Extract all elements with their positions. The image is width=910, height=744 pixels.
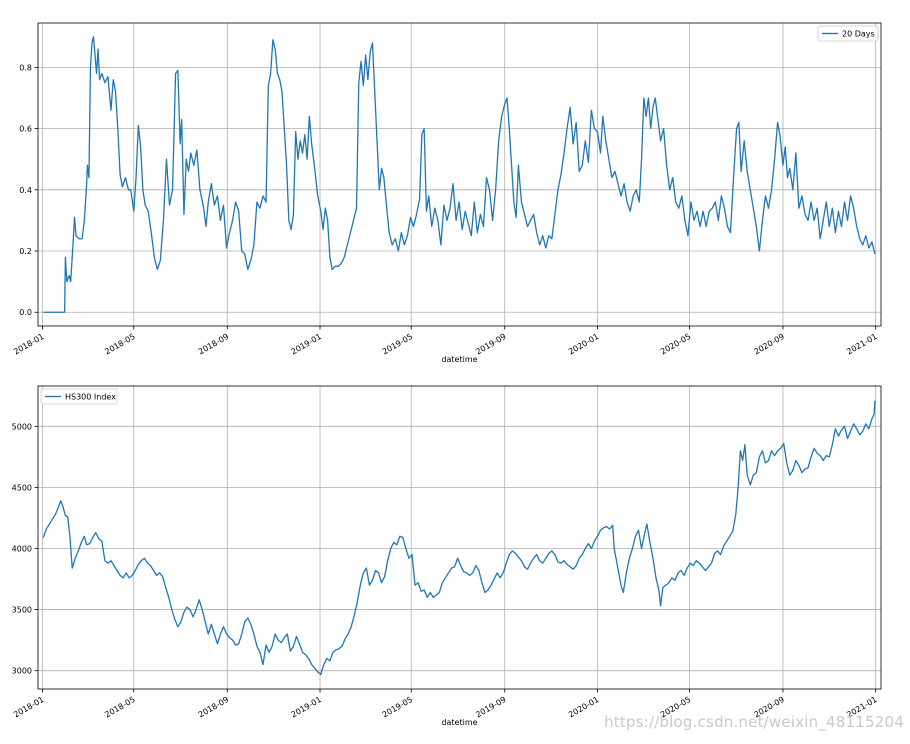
y-tick-label: 3000 (12, 667, 32, 676)
y-tick-label: 0.6 (19, 125, 32, 134)
grid-bottom (38, 386, 881, 689)
y-tick-label: 3500 (12, 606, 32, 615)
y-tick-label: 0.2 (19, 247, 32, 256)
x-axis-label-bottom: datetime (441, 718, 477, 727)
y-tick-label: 0.8 (19, 63, 32, 72)
y-tick-label: 0.0 (19, 308, 32, 317)
axes-frame-top (37, 22, 882, 327)
legend-box (40, 388, 118, 405)
legend-label: HS300 Index (65, 393, 116, 402)
grid-top (38, 23, 881, 326)
legend-box (817, 25, 879, 42)
line-bottom (42, 400, 876, 675)
legend-bottom: HS300 Index (40, 388, 118, 405)
y-tick-label: 4500 (12, 483, 32, 492)
y-tick-label: 4000 (12, 544, 32, 553)
series-line (43, 36, 876, 313)
watermark-text: https://blog.csdn.net/weixin_48115204 (604, 713, 904, 731)
y-tick-label: 5000 (12, 422, 32, 431)
y-tick-label: 0.4 (19, 186, 32, 195)
line-top (43, 36, 876, 313)
axes-frame-bottom (37, 385, 882, 690)
legend-top: 20 Days (817, 25, 879, 42)
legend-label: 20 Days (842, 30, 875, 39)
series-line (42, 400, 876, 675)
x-axis-label-top: datetime (441, 355, 477, 364)
